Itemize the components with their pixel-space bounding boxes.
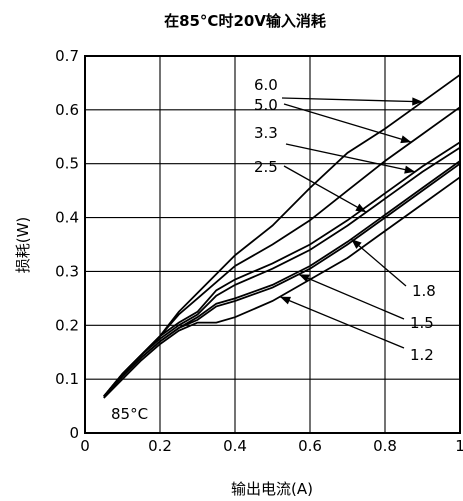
- series-line-1-8: [103, 160, 461, 398]
- x-tick-label: 0.4: [223, 437, 247, 455]
- series-label: 6.0: [254, 76, 278, 94]
- y-tick-label: 0.4: [55, 209, 79, 227]
- arrowhead: [400, 135, 412, 144]
- y-tick-label: 0.6: [55, 101, 79, 119]
- chart-title: 在85°C时20V输入消耗: [164, 12, 326, 30]
- series-line-3-3: [103, 141, 461, 397]
- callout-line: [298, 273, 405, 320]
- callouts: 6.0 5.0 3.3 2.5 1.8 1.5 1.2: [254, 76, 436, 364]
- series-label: 3.3: [254, 124, 278, 142]
- y-tick-label: 0.7: [55, 47, 79, 65]
- grid: [85, 56, 460, 433]
- y-tick-label: 0: [69, 424, 79, 442]
- callout-line: [285, 143, 416, 173]
- y-tick-label: 0.1: [55, 370, 79, 388]
- x-tick-label: 0.6: [298, 437, 322, 455]
- tick-labels: 0 0.2 0.4 0.6 0.8 1 0 0.1 0.2 0.3 0.4 0.5 0.6 0.7: [55, 47, 463, 455]
- series-label: 5.0: [254, 96, 278, 114]
- y-tick-label: 0.5: [55, 155, 79, 173]
- arrowhead: [355, 203, 367, 213]
- callout-line: [281, 97, 423, 103]
- callout-line: [279, 296, 405, 349]
- y-tick-label: 0.2: [55, 316, 79, 334]
- callout-line: [283, 103, 412, 143]
- series-label: 1.5: [410, 314, 434, 332]
- series-line-2-5: [103, 146, 461, 397]
- x-tick-label: 0.8: [373, 437, 397, 455]
- series-label: 2.5: [254, 158, 278, 176]
- series-line-1-2: [103, 176, 461, 399]
- y-tick-label: 0.3: [55, 262, 79, 280]
- callout-line: [283, 165, 367, 213]
- x-axis-label: 输出电流(A): [231, 480, 313, 498]
- arrowhead: [280, 296, 291, 305]
- y-axis-label: 损耗(W): [14, 217, 32, 274]
- temperature-annotation: 85°C: [111, 405, 148, 423]
- x-tick-label: 0: [80, 437, 90, 455]
- series-label: 1.2: [410, 346, 434, 364]
- arrowhead: [404, 165, 415, 174]
- series-line-1-5: [103, 162, 461, 398]
- callout-line: [350, 238, 407, 287]
- arrowhead: [351, 239, 362, 249]
- curves: [103, 74, 461, 399]
- x-tick-label: 0.2: [148, 437, 172, 455]
- arrowhead: [298, 274, 310, 283]
- series-label: 1.8: [412, 282, 436, 300]
- x-tick-label: 1: [455, 437, 463, 455]
- plot-frame: [84, 55, 461, 434]
- series-line-5-0: [103, 106, 461, 397]
- series-line-6-0: [103, 74, 461, 397]
- arrowhead: [412, 97, 423, 106]
